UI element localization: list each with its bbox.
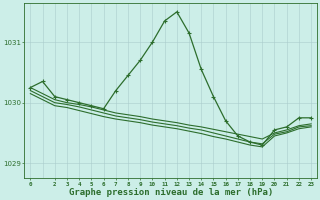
X-axis label: Graphe pression niveau de la mer (hPa): Graphe pression niveau de la mer (hPa) xyxy=(68,188,273,197)
